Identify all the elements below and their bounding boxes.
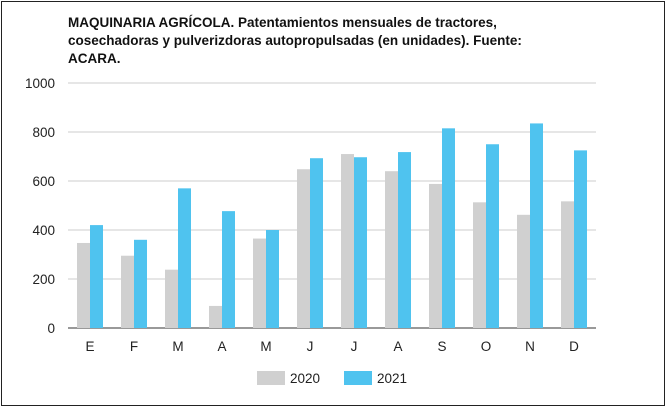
bar-2021-2 [134, 239, 147, 328]
legend-label-2021: 2021 [377, 371, 407, 386]
bars [77, 123, 587, 328]
bar-2021-12 [574, 150, 587, 328]
bar-2021-11 [530, 123, 543, 328]
bar-2020-4 [209, 305, 222, 328]
bar-2021-10 [486, 144, 499, 328]
x-tick-label: M [260, 339, 271, 354]
bar-2020-8 [385, 171, 398, 328]
bar-2020-3 [165, 269, 178, 328]
y-tick-label: 1000 [25, 76, 55, 91]
legend-label-2020: 2020 [290, 371, 320, 386]
y-tick-label: 800 [32, 125, 55, 140]
x-tick-label: J [307, 339, 314, 354]
x-tick-label: N [525, 339, 535, 354]
y-tick-label: 600 [32, 174, 55, 189]
x-tick-label: D [569, 339, 579, 354]
bar-2020-11 [517, 214, 530, 328]
y-axis-labels: 0 200 400 600 800 1000 [25, 76, 55, 336]
bar-2020-7 [341, 154, 354, 328]
bar-2020-6 [297, 169, 310, 328]
x-tick-label: J [351, 339, 358, 354]
legend-swatch-2021 [344, 371, 372, 385]
chart-title: MAQUINARIA AGRÍCOLA. Patentamientos mens… [68, 15, 522, 66]
bar-2021-6 [310, 158, 323, 328]
y-tick-label: 200 [32, 272, 55, 287]
x-tick-label: M [172, 339, 183, 354]
gridlines [68, 82, 596, 329]
bar-2020-12 [561, 201, 574, 328]
bar-2021-8 [398, 152, 411, 328]
x-tick-label: E [85, 339, 94, 354]
bar-2021-1 [90, 225, 103, 328]
bar-2020-10 [473, 202, 486, 328]
bar-2021-7 [354, 157, 367, 328]
x-tick-label: F [130, 339, 138, 354]
bar-2020-9 [429, 183, 442, 328]
y-tick-label: 0 [47, 321, 55, 336]
bar-2021-4 [222, 211, 235, 328]
bar-2021-5 [266, 230, 279, 328]
x-tick-label: A [217, 339, 226, 354]
x-tick-label: S [437, 339, 446, 354]
bar-2021-3 [178, 188, 191, 328]
legend-swatch-2020 [257, 371, 285, 385]
bar-2020-2 [121, 255, 134, 328]
x-tick-label: A [393, 339, 402, 354]
bar-2020-1 [77, 242, 90, 328]
y-tick-label: 400 [32, 223, 55, 238]
x-tick-label: O [481, 339, 492, 354]
bar-2020-5 [253, 238, 266, 328]
bar-2021-9 [442, 128, 455, 328]
legend: 2020 2021 [257, 371, 407, 386]
